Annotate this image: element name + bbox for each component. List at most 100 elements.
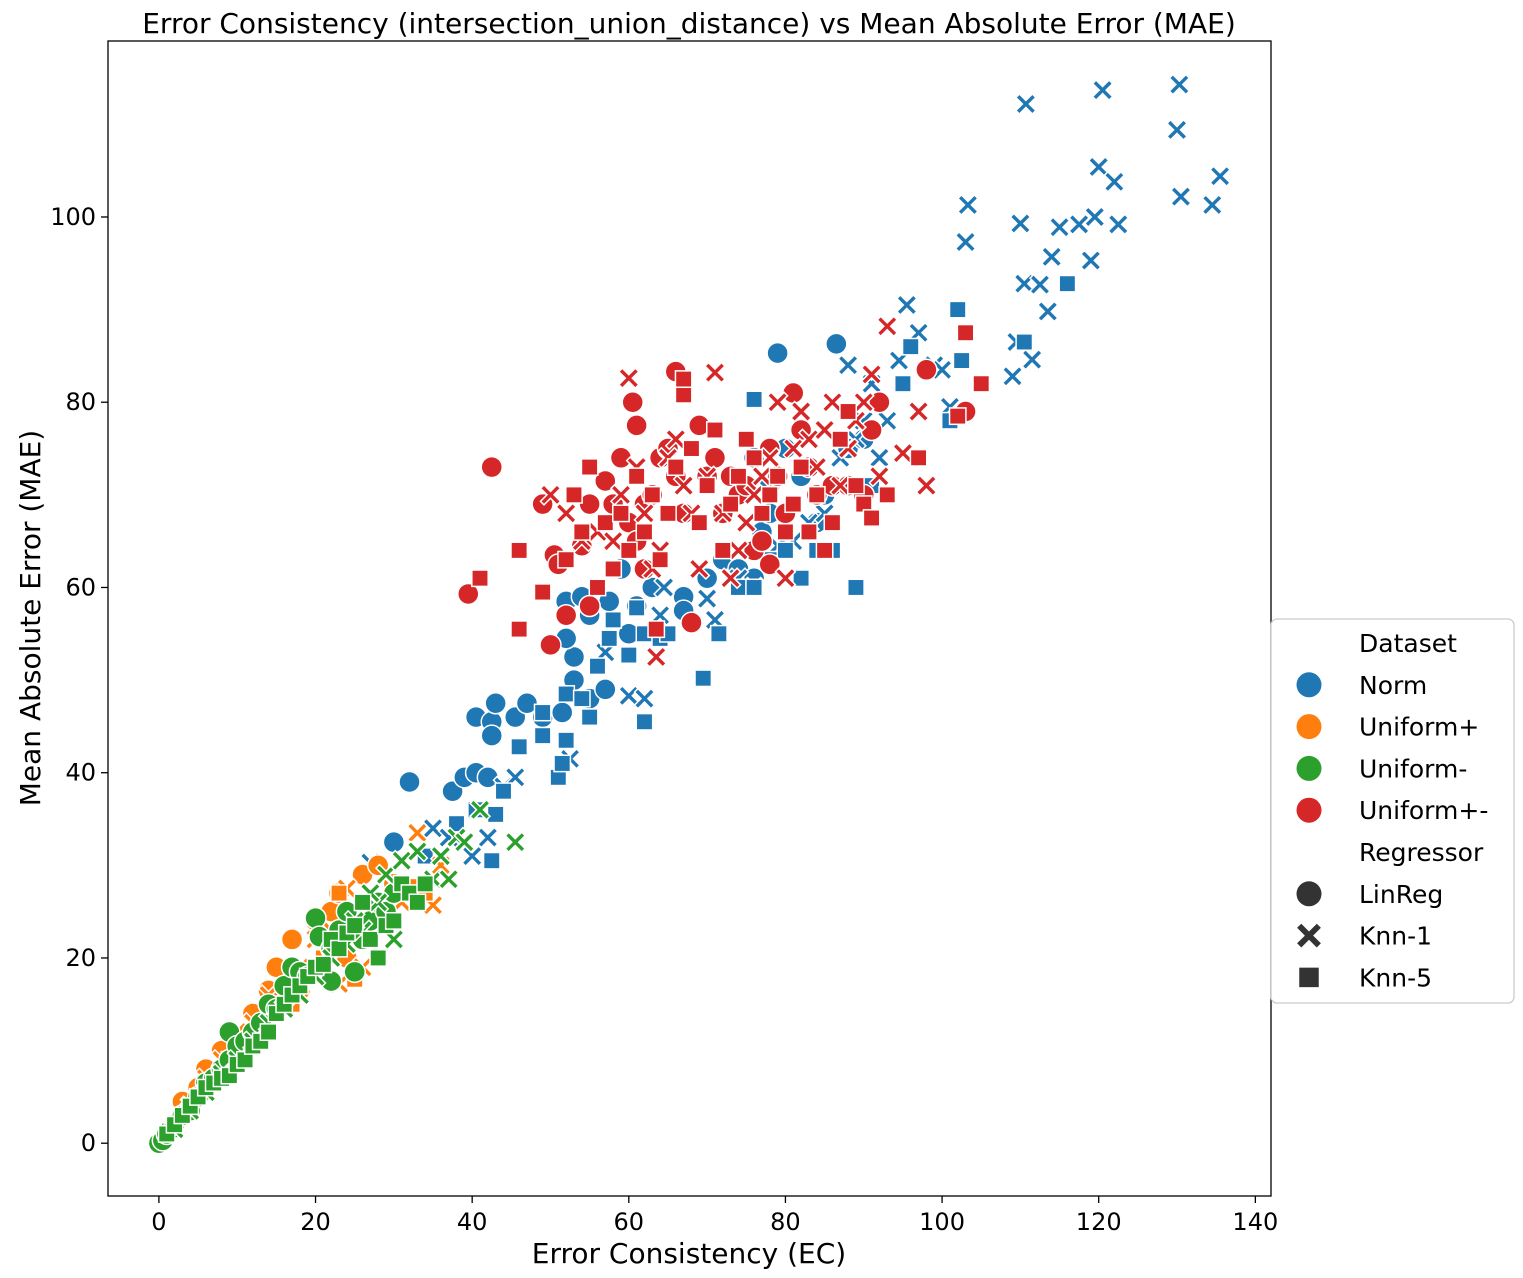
point-uniform--knn-5-8 (588, 578, 607, 597)
point-uniform--knn-5-2 (510, 620, 529, 639)
y-tick-label: 100 (50, 203, 96, 231)
point-norm-knn-5-38 (901, 337, 920, 356)
x-tick-label: 140 (1232, 1208, 1278, 1236)
y-tick-label: 80 (65, 388, 96, 416)
point-uniform--knn-5-12 (619, 541, 638, 560)
x-tick-label: 120 (1076, 1208, 1122, 1236)
point-uniform--knn-5-33 (416, 874, 435, 893)
point-uniform--linreg-9 (578, 492, 601, 516)
legend-frame (1270, 618, 1515, 1004)
point-norm-knn-5-15 (580, 708, 599, 727)
point-norm-knn-5-21 (635, 712, 654, 731)
legend-marker-uniform- (1296, 797, 1322, 823)
point-norm-knn-5-40 (952, 351, 971, 370)
point-norm-knn-5-28 (745, 578, 764, 597)
point-uniform--knn-5-39 (815, 541, 834, 560)
point-norm-knn-5-37 (893, 374, 912, 393)
point-uniform--knn-1-17 (406, 840, 429, 863)
legend-marker-linreg (1296, 881, 1322, 907)
point-uniform--knn-5-11 (612, 504, 630, 523)
point-uniform--linreg-47 (868, 390, 891, 414)
point-uniform--knn-1-10 (645, 645, 668, 668)
point-norm-knn-5-4 (482, 851, 501, 870)
point-uniform--knn-1-14 (672, 474, 695, 497)
point-norm-knn-5-13 (557, 685, 576, 703)
point-uniform--knn-1-26 (766, 391, 789, 414)
point-norm-knn-5-39 (948, 300, 967, 319)
point-uniform--knn-5-15 (643, 485, 662, 504)
point-norm-knn-5-11 (553, 754, 572, 773)
point-uniform--knn-5-26 (713, 541, 732, 560)
point-norm-knn-1-4 (476, 826, 499, 849)
point-norm-knn-1-51 (1107, 213, 1130, 236)
point-uniform--knn-5-38 (807, 485, 826, 504)
point-norm-linreg-16 (594, 678, 617, 701)
point-norm-knn-1-42 (1036, 300, 1059, 323)
point-uniform--knn-1-43 (915, 474, 938, 497)
point-uniform--knn-5-1 (510, 541, 529, 560)
point-uniform--knn-5-31 (753, 504, 771, 523)
x-tick-label: 80 (770, 1208, 801, 1236)
point-uniform--knn-1-38 (860, 363, 883, 386)
point-uniform--knn-5-40 (823, 513, 842, 532)
point-uniform--knn-5-10 (604, 560, 623, 578)
legend-marker-uniform- (1296, 714, 1322, 740)
point-uniform--knn-5-47 (909, 448, 928, 467)
point-uniform--linreg-23 (304, 906, 327, 930)
point-uniform--knn-5-19 (666, 458, 685, 477)
legend-label: Uniform+ (1359, 713, 1479, 742)
legend-marker-norm (1296, 672, 1322, 698)
legend-marker-uniform- (1296, 755, 1322, 781)
point-norm-knn-1-25 (868, 446, 891, 469)
point-norm-knn-5-6 (494, 782, 513, 801)
point-uniform--knn-5-48 (948, 407, 967, 426)
point-uniform--knn-5-34 (776, 522, 795, 541)
point-norm-linreg-13 (550, 701, 574, 724)
point-uniform--linreg-12 (609, 446, 633, 470)
point-norm-knn-5-17 (600, 629, 619, 648)
point-uniform--knn-5-23 (690, 513, 709, 532)
point-uniform--knn-5-9 (596, 513, 615, 532)
legend-label: LinReg (1359, 880, 1443, 909)
point-norm-knn-5-9 (533, 703, 552, 722)
point-norm-knn-1-54 (1169, 185, 1192, 208)
point-norm-knn-1-49 (1091, 79, 1114, 102)
point-uniform--knn-5-50 (972, 374, 991, 393)
point-uniform--knn-5-13 (627, 467, 646, 486)
point-uniform--knn-1-30 (797, 428, 820, 451)
point-norm-knn-1-53 (1168, 73, 1191, 96)
point-norm-knn-1-13 (653, 576, 676, 599)
point-uniform--linreg-10 (280, 928, 304, 951)
point-uniform--knn-5-46 (878, 485, 897, 504)
point-uniform--knn-5-33 (768, 467, 787, 486)
data-points (147, 73, 1232, 1155)
point-uniform--knn-1-22 (453, 831, 476, 854)
point-norm-knn-5-7 (510, 737, 529, 756)
point-norm-knn-1-50 (1103, 170, 1126, 193)
point-uniform--knn-5-32 (408, 893, 427, 912)
point-norm-knn-1-34 (956, 193, 979, 216)
x-tick-label: 40 (457, 1208, 488, 1236)
point-uniform--knn-1-20 (437, 868, 460, 891)
point-uniform--knn-5-28 (729, 467, 748, 486)
point-norm-linreg-10 (515, 691, 539, 715)
point-uniform--linreg-8 (578, 594, 601, 618)
point-uniform--linreg-35 (758, 553, 782, 576)
legend: Dataset Norm Uniform+ Uniform- Uniform+- Regr… (1270, 618, 1515, 1004)
point-uniform--knn-5-25 (353, 893, 372, 912)
point-uniform--knn-5-14 (635, 522, 654, 541)
point-norm-knn-1-44 (1048, 216, 1071, 239)
point-norm-knn-5-32 (792, 569, 811, 588)
point-norm-knn-5-19 (619, 646, 638, 665)
point-norm-knn-1-56 (1209, 165, 1232, 188)
point-uniform--linreg-0 (457, 582, 480, 606)
point-uniform--knn-1-14 (406, 821, 429, 844)
point-uniform--knn-1-0 (539, 483, 562, 506)
point-norm-knn-5-31 (776, 541, 795, 560)
point-uniform--knn-5-13 (259, 1023, 278, 1041)
point-norm-knn-5-29 (745, 390, 764, 409)
point-uniform--knn-1-27 (774, 567, 797, 590)
point-uniform--knn-1-19 (429, 845, 452, 868)
point-norm-knn-1-55 (1201, 193, 1224, 216)
x-tick-label: 20 (300, 1208, 331, 1236)
